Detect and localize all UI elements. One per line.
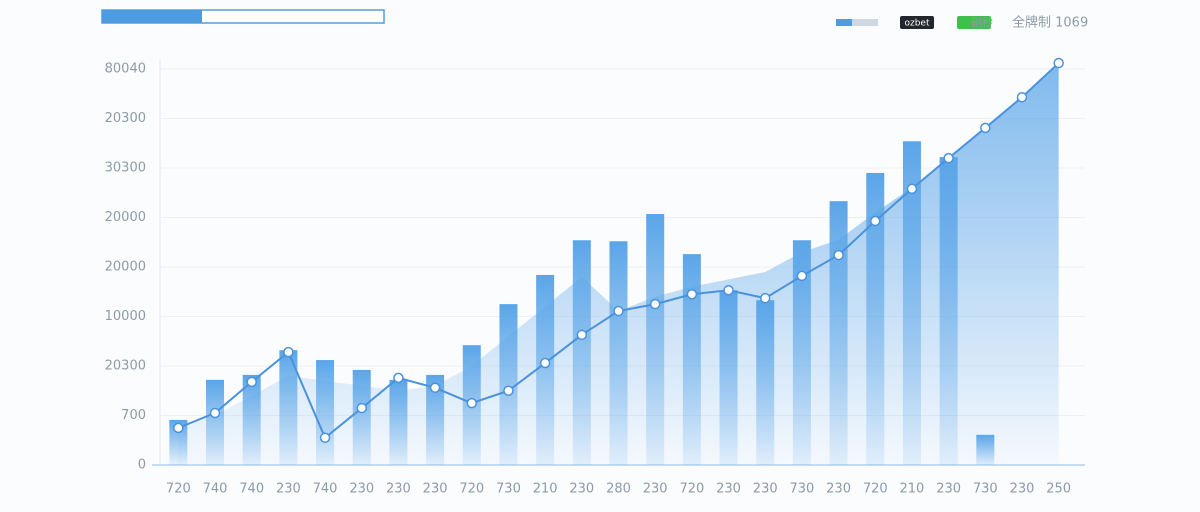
x-tick-label: 230 — [643, 482, 668, 497]
point — [319, 432, 331, 444]
point — [246, 376, 257, 388]
y-tick-label: 30300 — [105, 161, 146, 176]
bar — [279, 350, 298, 465]
bar — [829, 201, 848, 466]
legend-swatch — [852, 19, 878, 26]
y-tick-label: 10000 — [105, 309, 146, 324]
x-tick-label: 230 — [569, 482, 594, 497]
x-tick-label: 230 — [386, 482, 411, 497]
y-tick-label: 0 — [138, 458, 146, 473]
x-tick-label: 230 — [936, 482, 961, 497]
bar — [609, 241, 628, 465]
point — [906, 183, 918, 195]
x-tick-label: 740 — [313, 482, 338, 497]
point — [980, 122, 991, 134]
point — [723, 285, 734, 296]
x-tick-label: 720 — [459, 482, 484, 497]
bar — [242, 374, 261, 465]
bar — [866, 172, 885, 465]
point — [429, 382, 441, 394]
x-tick-label: 230 — [826, 482, 851, 497]
bar — [976, 434, 995, 465]
legend-swatch — [957, 16, 991, 29]
legend-label: ozbet — [904, 19, 929, 29]
x-tick-label: 230 — [753, 482, 778, 497]
y-tick-label: 700 — [121, 408, 146, 423]
x-tick-label: 230 — [423, 482, 448, 497]
x-tick-label: 740 — [239, 482, 264, 497]
bar — [719, 290, 738, 465]
x-tick-label: 230 — [1010, 482, 1035, 497]
point — [759, 292, 771, 304]
point — [833, 249, 844, 261]
point — [539, 357, 551, 369]
point — [613, 305, 624, 317]
x-tick-label: 720 — [166, 482, 191, 497]
bar — [646, 214, 665, 465]
x-tick-label: 230 — [276, 482, 301, 497]
bar — [572, 240, 591, 465]
bar — [206, 379, 225, 465]
point — [283, 346, 294, 358]
bar — [426, 374, 445, 465]
x-tick-label: 210 — [900, 482, 925, 497]
bar — [169, 419, 188, 465]
y-tick-label: 20000 — [105, 210, 146, 225]
point — [796, 270, 808, 282]
legend-swatch — [836, 19, 852, 26]
note: 全牌制 1069 — [1012, 15, 1088, 31]
bar — [682, 254, 701, 465]
x-tick-label: 740 — [203, 482, 228, 497]
bar — [792, 240, 811, 465]
point — [503, 385, 514, 396]
bar — [536, 274, 555, 465]
legend-swatch — [900, 16, 934, 29]
point — [466, 397, 478, 409]
x-tick-label: 250 — [1046, 482, 1071, 497]
point — [649, 298, 661, 310]
y-tick-label: 20300 — [105, 359, 146, 374]
point — [173, 422, 184, 434]
bar — [316, 360, 335, 465]
point — [393, 372, 404, 384]
x-tick-label: 280 — [606, 482, 631, 497]
bar — [902, 141, 921, 465]
point — [576, 329, 588, 341]
y-tick-label: 80040 — [105, 62, 146, 77]
bar — [756, 300, 775, 465]
x-tick-label: 210 — [533, 482, 558, 497]
y-tick-label: 20000 — [105, 260, 146, 275]
point — [1053, 57, 1064, 69]
point — [943, 152, 954, 164]
point — [870, 215, 881, 227]
x-tick-label: 230 — [349, 482, 374, 497]
bar — [499, 304, 518, 465]
bar — [939, 157, 958, 466]
x-tick-label: 230 — [716, 482, 741, 497]
point — [1016, 91, 1028, 103]
y-tick-label: 20300 — [105, 111, 146, 126]
progress-fill — [102, 10, 202, 23]
x-tick-label: 720 — [863, 482, 888, 497]
x-tick-label: 730 — [973, 482, 998, 497]
x-tick-label: 730 — [789, 482, 814, 497]
x-tick-label: 730 — [496, 482, 521, 497]
bar — [389, 379, 408, 465]
point — [356, 402, 367, 414]
bar — [352, 369, 371, 465]
legend-label: 副秒 — [971, 15, 993, 29]
x-tick-label: 720 — [679, 482, 704, 497]
point — [209, 407, 221, 419]
point — [686, 288, 698, 300]
